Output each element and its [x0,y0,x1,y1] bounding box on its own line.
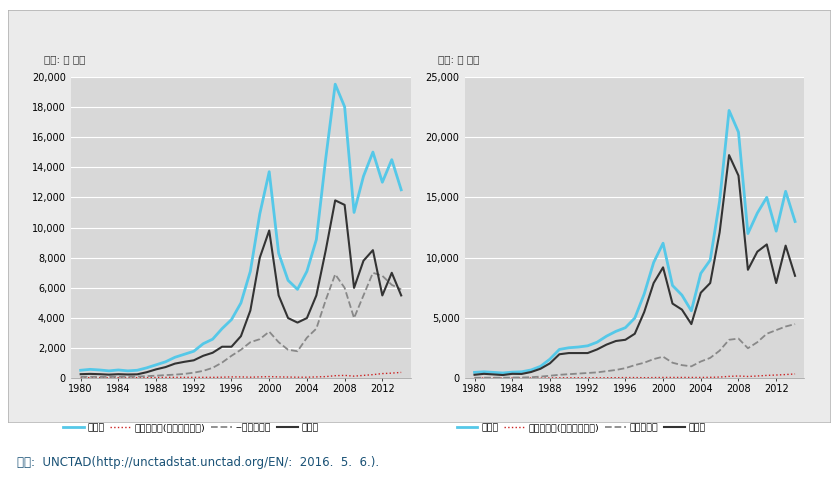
Legend: 전세계, 체제전환국(동아시아제외), 개발도상국, 선진국: 전세계, 체제전환국(동아시아제외), 개발도상국, 선진국 [453,419,710,436]
Text: 단위: 억 달러: 단위: 억 달러 [44,55,85,65]
Legend: 전세계, 체제전환국(동아시아제외), --개발도상국, 선진국: 전세계, 체제전환국(동아시아제외), --개발도상국, 선진국 [59,419,323,436]
Text: 단위: 억 달러: 단위: 억 달러 [438,55,479,65]
Text: 자료:  UNCTAD(http://unctadstat.unctad.org/EN/:  2016.  5.  6.).: 자료: UNCTAD(http://unctadstat.unctad.org/… [17,456,379,469]
